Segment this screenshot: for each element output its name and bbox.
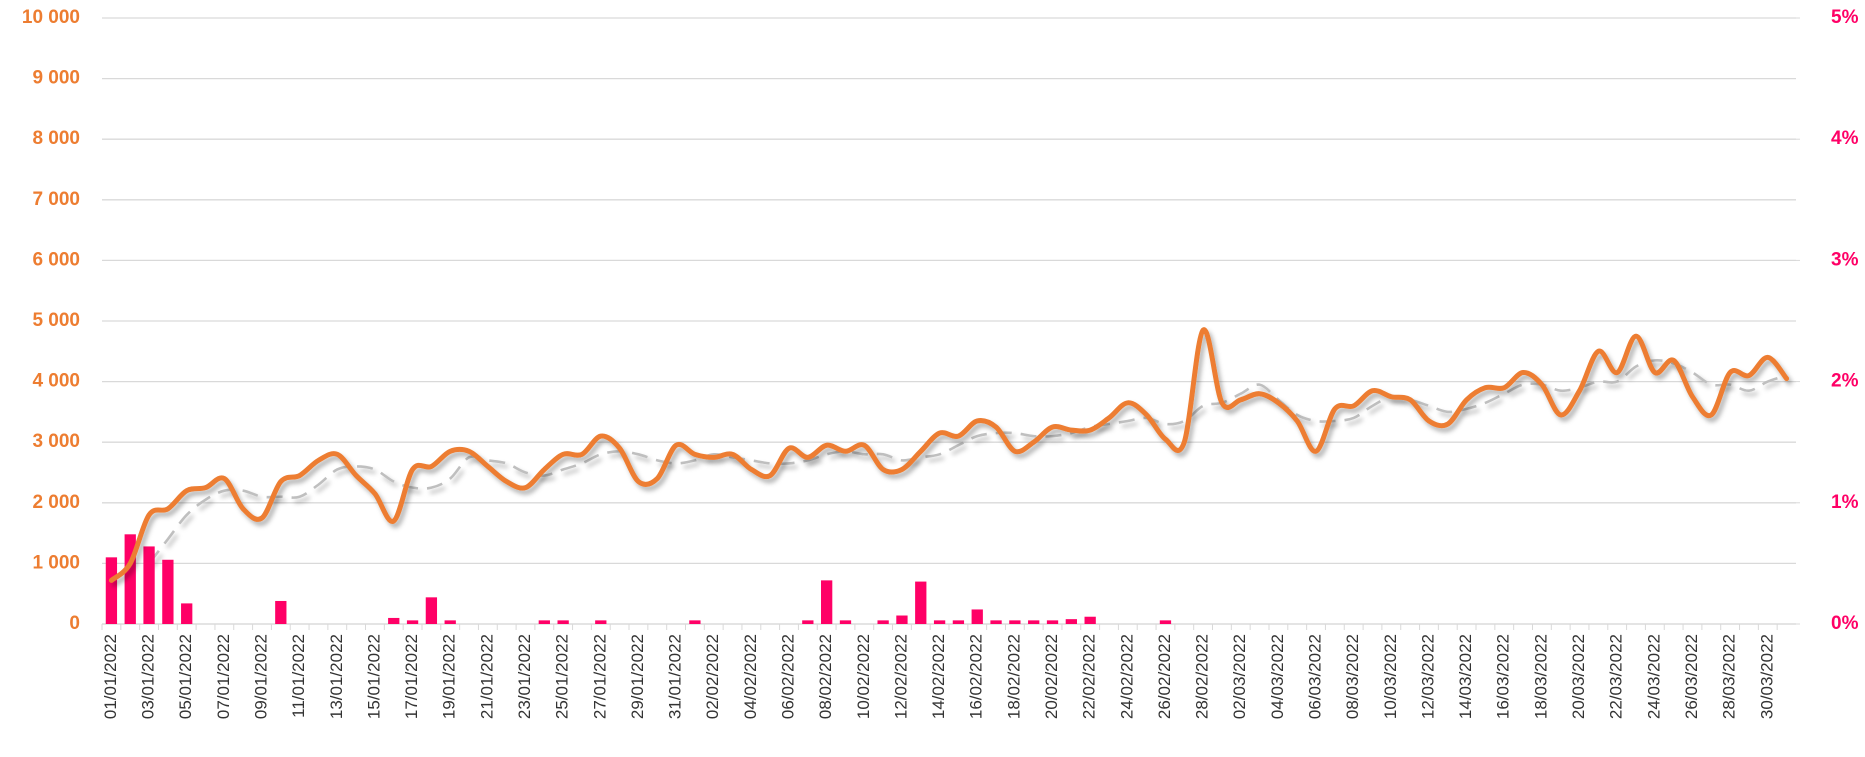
x-tick-label: 05/01/2022 xyxy=(176,634,195,719)
x-tick-label: 23/01/2022 xyxy=(515,634,534,719)
x-tick-label: 28/03/2022 xyxy=(1720,634,1739,719)
trend-line xyxy=(148,358,1787,565)
x-tick-label: 12/02/2022 xyxy=(891,634,910,719)
x-tick-label: 20/03/2022 xyxy=(1569,634,1588,719)
x-tick-label: 10/02/2022 xyxy=(854,634,873,719)
bar xyxy=(689,620,701,624)
y-tick-label: 8 000 xyxy=(32,128,80,149)
bar xyxy=(124,534,136,624)
bar xyxy=(444,620,456,624)
x-tick-label: 10/03/2022 xyxy=(1381,634,1400,719)
x-tick-label: 08/02/2022 xyxy=(816,634,835,719)
x-tick-label: 22/03/2022 xyxy=(1607,634,1626,719)
x-tick-label: 09/01/2022 xyxy=(251,634,270,719)
bar xyxy=(595,620,607,624)
x-tick-label: 30/03/2022 xyxy=(1757,634,1776,719)
bar xyxy=(425,597,438,624)
x-tick-label: 13/01/2022 xyxy=(327,634,346,719)
x-tick-label: 14/03/2022 xyxy=(1456,634,1475,719)
x-tick-label: 12/03/2022 xyxy=(1418,634,1437,719)
x-tick-label: 01/01/2022 xyxy=(101,634,120,719)
bar xyxy=(538,620,550,624)
x-tick-label: 18/02/2022 xyxy=(1004,634,1023,719)
x-tick-label: 15/01/2022 xyxy=(364,634,383,719)
y-tick-label: 1 000 xyxy=(32,552,80,573)
x-tick-label: 06/03/2022 xyxy=(1306,634,1325,719)
y-tick-label: 4 000 xyxy=(32,371,80,392)
x-tick-label: 03/01/2022 xyxy=(139,634,158,719)
y-tick-label: 5 000 xyxy=(32,310,80,331)
x-tick-label: 26/03/2022 xyxy=(1682,634,1701,719)
bar xyxy=(821,580,833,624)
bar xyxy=(971,609,983,624)
bar xyxy=(839,620,852,624)
bar xyxy=(557,620,569,624)
bar xyxy=(406,620,419,624)
x-tick-label: 31/01/2022 xyxy=(666,634,685,719)
x-tick-label: 04/03/2022 xyxy=(1268,634,1287,719)
y-tick-label: 7 000 xyxy=(32,189,80,210)
y-tick-label: 6 000 xyxy=(32,249,80,270)
x-tick-label: 19/01/2022 xyxy=(440,634,459,719)
bar xyxy=(1009,620,1021,624)
x-tick-label: 11/01/2022 xyxy=(289,634,308,718)
bar xyxy=(1159,620,1172,624)
x-tick-label: 07/01/2022 xyxy=(214,634,233,719)
x-tick-label: 02/03/2022 xyxy=(1230,634,1249,719)
bar xyxy=(275,600,287,624)
x-tick-label: 24/03/2022 xyxy=(1644,634,1663,719)
x-tick-label: 29/01/2022 xyxy=(628,634,647,719)
x-tick-label: 18/03/2022 xyxy=(1531,634,1550,719)
bar xyxy=(915,581,927,624)
x-tick-label: 28/02/2022 xyxy=(1193,634,1212,719)
bar xyxy=(181,603,193,624)
x-tick-label: 16/02/2022 xyxy=(967,634,986,719)
y-tick-label: 3 000 xyxy=(32,431,80,452)
y-tick-label: 2 000 xyxy=(32,492,80,513)
y-tick-label: 10 000 xyxy=(22,7,80,28)
x-tick-label: 21/01/2022 xyxy=(477,634,496,719)
y2-tick-label: 3% xyxy=(1831,249,1859,270)
x-tick-label: 22/02/2022 xyxy=(1080,634,1099,719)
x-tick-label: 08/03/2022 xyxy=(1343,634,1362,719)
x-tick-label: 25/01/2022 xyxy=(553,634,572,719)
x-tick-label: 17/01/2022 xyxy=(402,634,421,719)
bar xyxy=(990,620,1002,624)
y-tick-label: 9 000 xyxy=(32,68,80,89)
bar xyxy=(162,559,174,624)
x-tick-label: 27/01/2022 xyxy=(590,634,609,719)
bar xyxy=(952,620,965,624)
x-tick-label: 26/02/2022 xyxy=(1155,634,1174,719)
y2-tick-label: 0% xyxy=(1831,613,1859,634)
x-tick-label: 24/02/2022 xyxy=(1117,634,1136,719)
y2-tick-label: 4% xyxy=(1831,128,1859,149)
bar xyxy=(933,620,946,624)
bar xyxy=(388,617,400,624)
bar xyxy=(1028,620,1040,624)
bar xyxy=(143,546,155,624)
y2-tick-label: 5% xyxy=(1831,7,1859,28)
line xyxy=(108,327,1790,583)
bar xyxy=(1065,619,1077,624)
y2-tick-label: 2% xyxy=(1831,371,1859,392)
x-tick-label: 16/03/2022 xyxy=(1494,634,1513,719)
bar xyxy=(1084,616,1096,624)
bar xyxy=(105,557,118,624)
bar xyxy=(877,620,889,624)
x-tick-label: 14/02/2022 xyxy=(929,634,948,719)
bar xyxy=(896,615,908,624)
bar xyxy=(802,620,814,624)
bar xyxy=(1046,620,1059,624)
x-tick-label: 20/02/2022 xyxy=(1042,634,1061,719)
x-tick-label: 04/02/2022 xyxy=(741,634,760,719)
x-tick-label: 06/02/2022 xyxy=(778,634,797,719)
y-tick-label: 0 xyxy=(69,613,80,634)
y2-tick-label: 1% xyxy=(1831,492,1859,513)
x-tick-label: 02/02/2022 xyxy=(703,634,722,719)
